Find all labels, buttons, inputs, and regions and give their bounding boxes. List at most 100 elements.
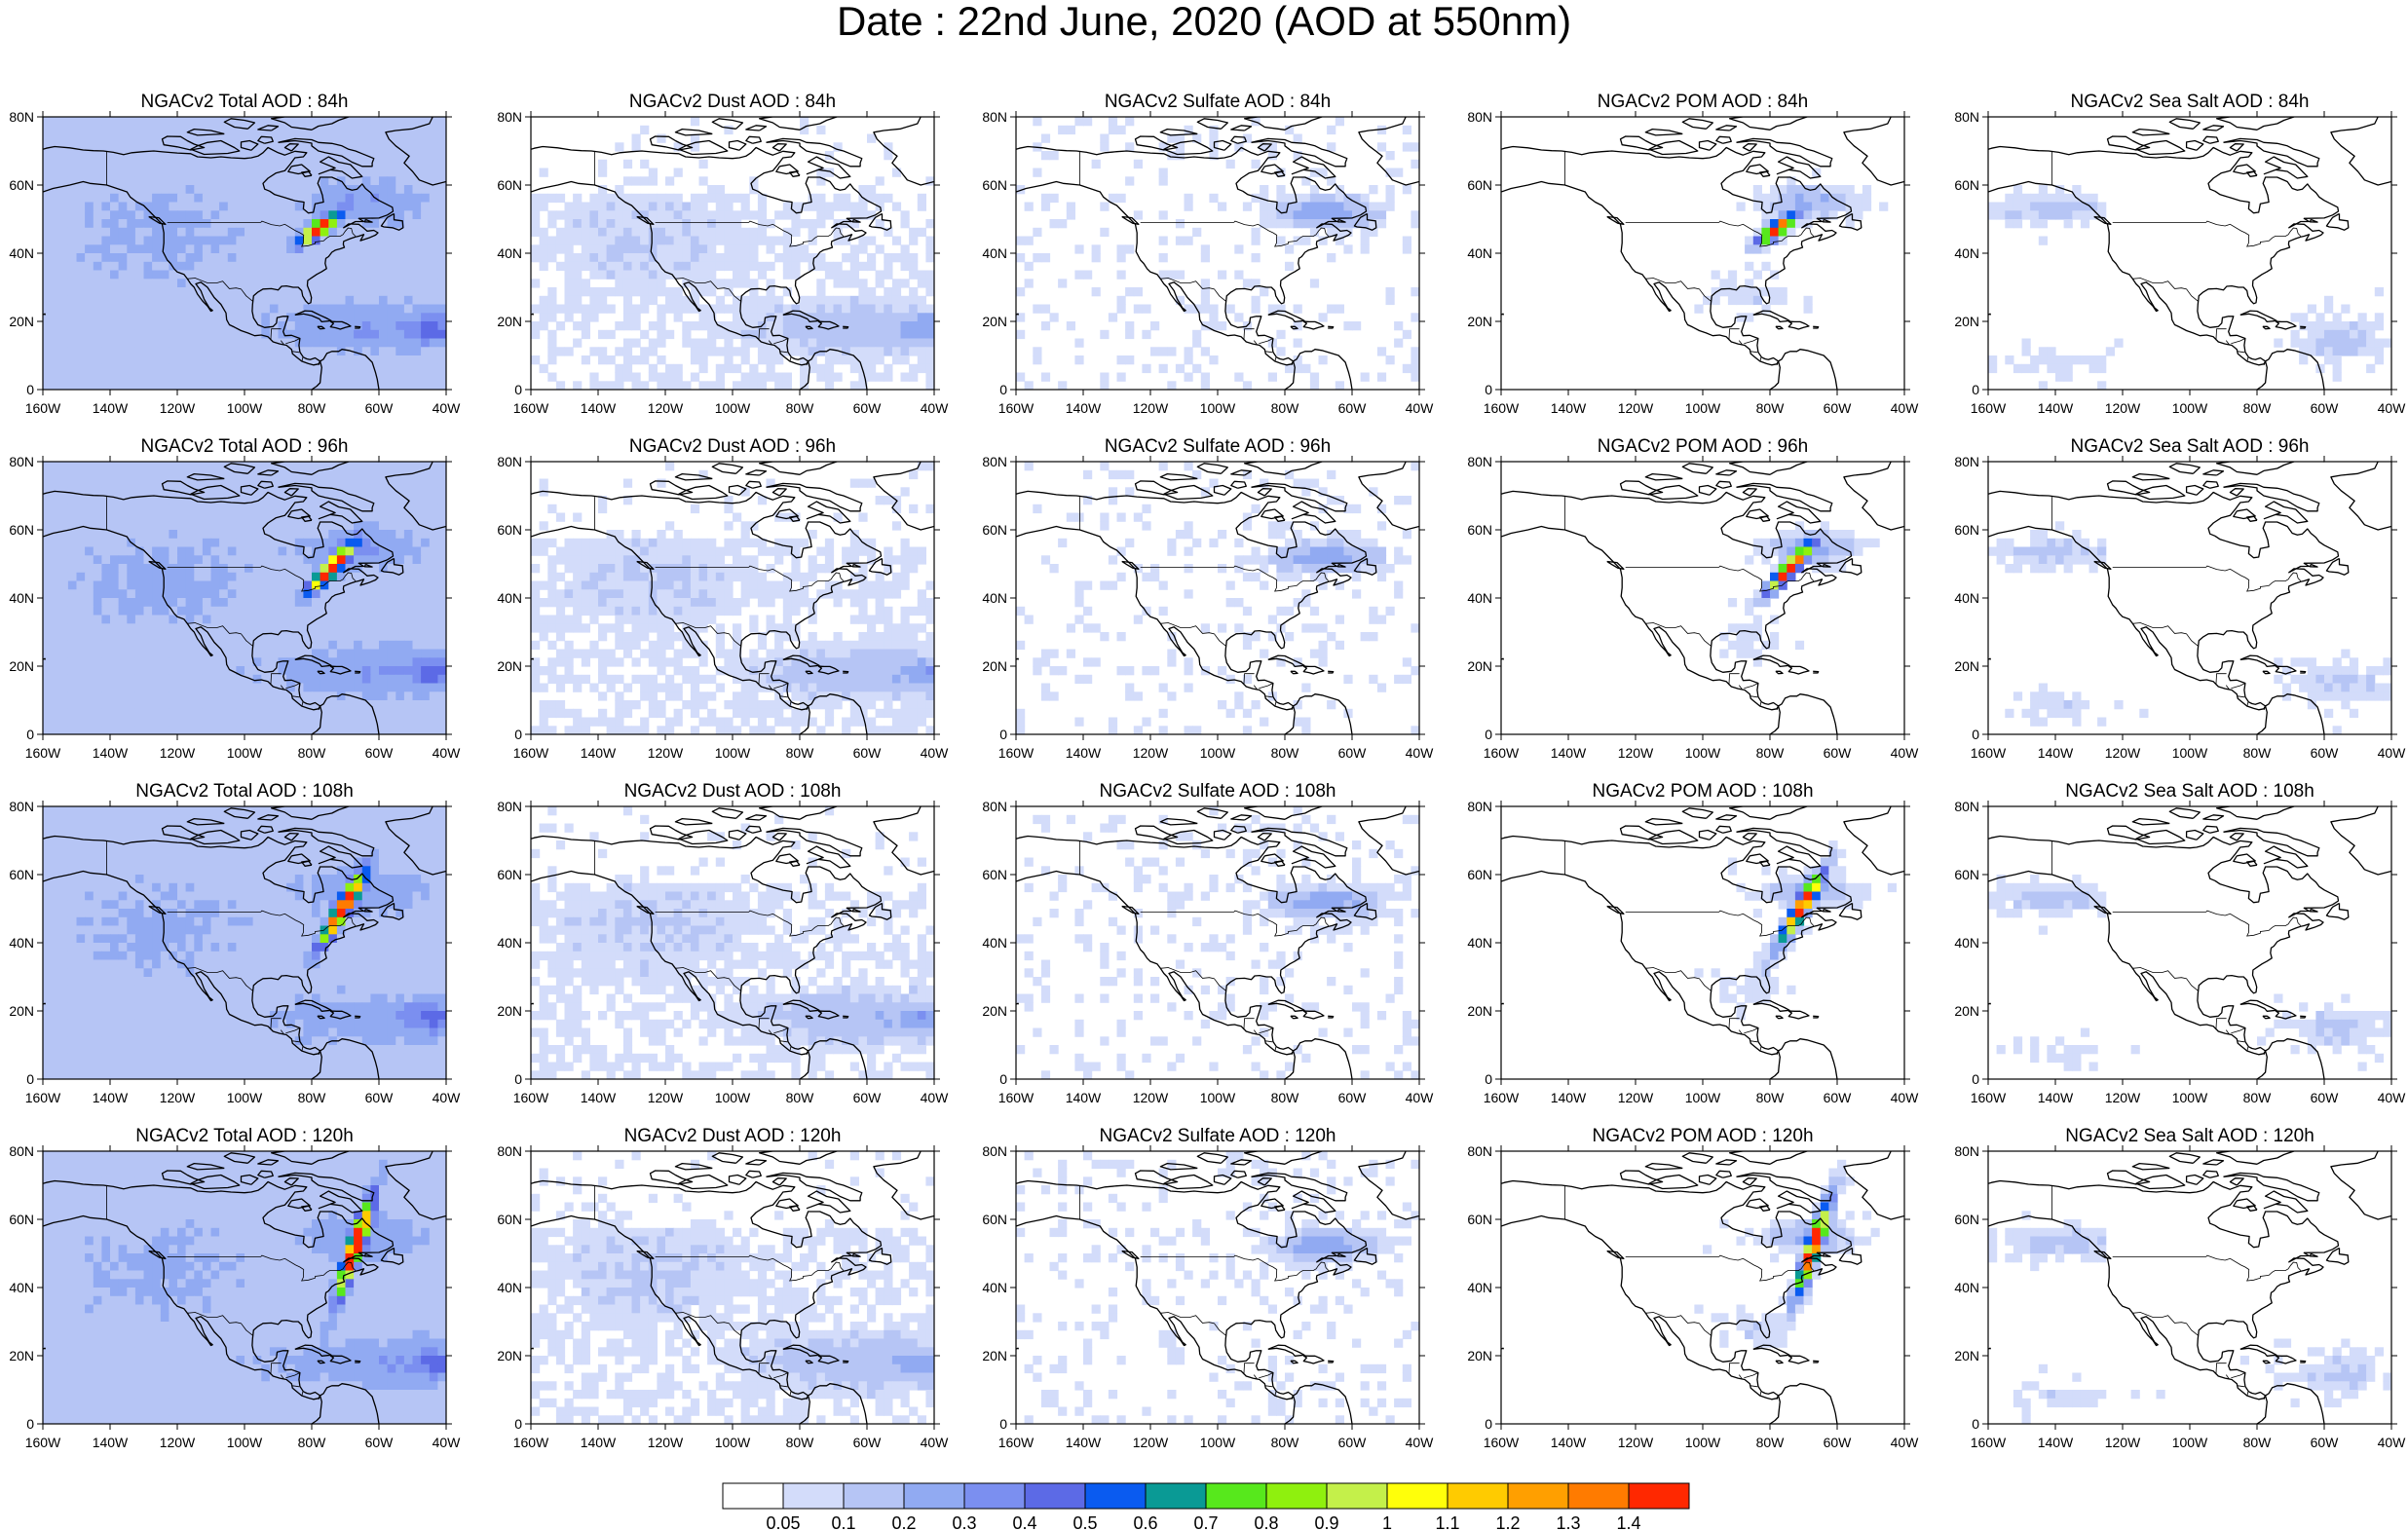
aod-cell bbox=[824, 270, 835, 280]
aod-cell bbox=[379, 640, 389, 651]
coastline bbox=[43, 313, 47, 316]
aod-cell bbox=[437, 657, 446, 667]
aod-cell bbox=[387, 649, 396, 658]
aod-cell bbox=[177, 478, 187, 488]
aod-cell bbox=[345, 521, 355, 531]
aod-cell bbox=[328, 279, 338, 288]
aod-cell bbox=[361, 347, 371, 356]
aod-cell bbox=[925, 462, 934, 471]
aod-cell bbox=[312, 193, 321, 204]
aod-cell bbox=[219, 521, 229, 531]
aod-cell bbox=[194, 261, 204, 272]
aod-cell bbox=[875, 347, 884, 356]
aod-cell bbox=[387, 640, 396, 651]
aod-cell bbox=[379, 244, 389, 254]
aod-cell bbox=[1091, 287, 1101, 297]
aod-cell bbox=[1360, 372, 1370, 382]
aod-cell bbox=[345, 381, 355, 390]
lat-tick-label: 0 bbox=[26, 382, 34, 397]
aod-cell bbox=[707, 279, 717, 288]
aod-cell bbox=[194, 142, 204, 152]
coastline bbox=[1016, 180, 1296, 390]
aod-cell bbox=[842, 338, 851, 348]
aod-cell bbox=[387, 372, 396, 382]
aod-cell bbox=[395, 708, 405, 719]
aod-cell bbox=[648, 210, 658, 220]
aod-cell bbox=[312, 640, 321, 651]
aod-cell bbox=[2290, 313, 2300, 322]
aod-cell bbox=[1016, 185, 1026, 195]
aod-cell bbox=[194, 287, 204, 297]
aod-cell bbox=[354, 555, 363, 565]
aod-cell bbox=[67, 674, 78, 685]
aod-cell bbox=[261, 142, 271, 152]
aod-cell bbox=[210, 270, 220, 280]
aod-cell bbox=[43, 151, 53, 161]
aod-cell bbox=[76, 381, 86, 390]
aod-cell bbox=[245, 151, 254, 161]
panel-title: NGACv2 Total AOD : 84h bbox=[141, 92, 349, 112]
aod-cell bbox=[210, 504, 220, 514]
aod-cell bbox=[598, 236, 608, 245]
aod-cell bbox=[387, 125, 396, 135]
aod-cell bbox=[143, 632, 153, 642]
aod-cell bbox=[2349, 329, 2359, 340]
aod-cell bbox=[76, 564, 86, 574]
aod-cell bbox=[76, 261, 86, 272]
aod-cell bbox=[227, 304, 237, 314]
aod-cell bbox=[286, 347, 296, 356]
aod-cell bbox=[354, 210, 363, 220]
aod-cell bbox=[429, 202, 438, 211]
aod-cell bbox=[429, 546, 438, 556]
aod-cell bbox=[336, 338, 347, 348]
country-border bbox=[285, 338, 301, 345]
coastline bbox=[257, 480, 274, 489]
aod-cell bbox=[749, 227, 759, 238]
aod-cell bbox=[824, 363, 835, 374]
aod-cell bbox=[740, 538, 750, 548]
aod-cell bbox=[1276, 304, 1286, 314]
aod-cell bbox=[2013, 363, 2023, 374]
aod-cell bbox=[564, 304, 574, 314]
aod-cell bbox=[682, 564, 692, 574]
aod-cell bbox=[252, 530, 262, 540]
aod-cell bbox=[101, 253, 111, 263]
aod-cell bbox=[278, 496, 287, 505]
aod-cell bbox=[2097, 355, 2107, 365]
map-lines bbox=[43, 462, 446, 734]
aod-cell bbox=[387, 487, 396, 497]
coastline bbox=[1243, 117, 1323, 131]
aod-cell bbox=[791, 219, 801, 229]
aod-cell bbox=[76, 219, 86, 229]
aod-cell bbox=[1761, 244, 1771, 254]
lat-tick-label: 80N bbox=[9, 454, 34, 469]
aod-cell bbox=[261, 261, 271, 272]
aod-cell bbox=[51, 193, 60, 204]
aod-cell bbox=[278, 469, 287, 480]
aod-cell bbox=[682, 555, 692, 565]
aod-cell bbox=[152, 270, 162, 280]
aod-cell bbox=[152, 253, 162, 263]
aod-cell bbox=[403, 313, 414, 322]
aod-cell bbox=[429, 657, 438, 667]
aod-cell bbox=[891, 321, 902, 331]
aod-cell bbox=[707, 270, 717, 280]
aod-cell bbox=[690, 564, 700, 574]
aod-cell bbox=[202, 462, 212, 471]
aod-cell bbox=[134, 313, 145, 322]
aod-cell bbox=[345, 210, 355, 220]
aod-cell bbox=[539, 546, 548, 556]
aod-cell bbox=[1327, 176, 1336, 186]
aod-cell bbox=[421, 469, 431, 480]
aod-cell bbox=[152, 227, 162, 238]
aod-cell bbox=[261, 555, 271, 565]
aod-cell bbox=[152, 313, 162, 322]
coastline bbox=[2229, 143, 2244, 152]
aod-cell bbox=[93, 313, 102, 322]
aod-cell bbox=[261, 589, 271, 599]
aod-cell bbox=[1267, 151, 1277, 161]
aod-cell bbox=[219, 555, 229, 565]
aod-cell bbox=[160, 125, 169, 135]
aod-cell bbox=[437, 219, 446, 229]
aod-cell bbox=[1335, 381, 1344, 390]
